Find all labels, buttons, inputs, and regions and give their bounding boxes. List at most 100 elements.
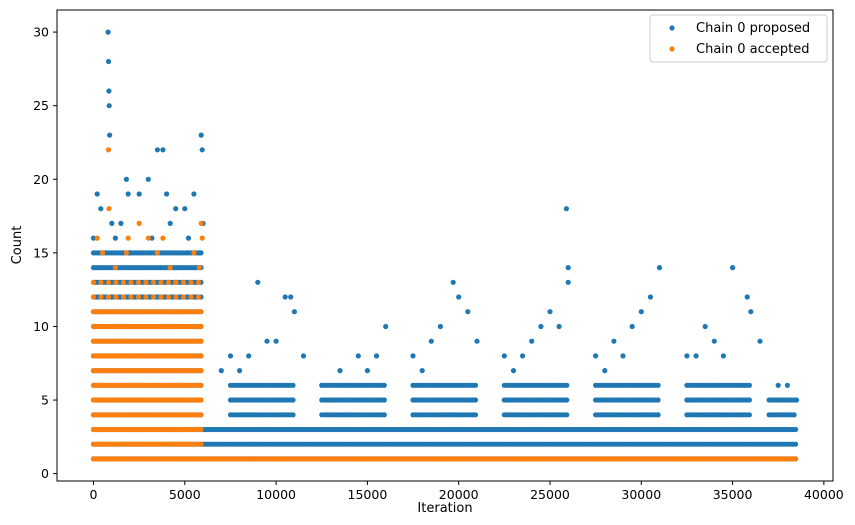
proposed-point [711,338,717,344]
accepted-point [180,279,187,285]
accepted-point [143,294,149,300]
proposed-point [246,353,252,359]
proposed-point [112,235,118,241]
proposed-point [94,191,100,197]
proposed-point [273,338,279,344]
proposed-point [775,382,781,388]
accepted-point [188,294,194,300]
accepted-point [198,309,204,315]
x-axis-ticks: 0 5000 10000 15000 20000 25000 30000 35000 40000 [90,481,844,502]
proposed-point [199,147,205,153]
proposed-point [730,265,736,271]
legend: Chain 0 proposed Chain 0 accepted [649,14,828,63]
accepted-point [128,279,134,285]
proposed-point [237,368,243,374]
proposed-point [748,309,754,315]
proposed-point [565,279,571,285]
proposed-point [106,103,112,109]
y-tick-label: 15 [33,245,49,260]
proposed-point [602,368,608,374]
accepted-point [90,294,97,300]
proposed-point [136,191,142,197]
x-tick-label: 15000 [348,487,388,502]
proposed-point [720,353,727,359]
accepted-point [191,250,197,256]
proposed-point [290,382,296,388]
accepted-point [165,294,172,300]
x-tick-label: 10000 [256,487,296,502]
proposed-point [118,220,124,226]
accepted-point [198,412,204,418]
accepted-point [173,279,179,285]
proposed-point [185,235,192,241]
proposed-point [693,353,699,359]
accepted-point [105,279,112,285]
proposed-point [684,353,690,359]
proposed-point [793,426,799,433]
proposed-point [629,323,635,330]
proposed-point [746,412,753,418]
accepted-point [793,456,799,462]
proposed-point [364,368,370,374]
proposed-point [167,220,173,226]
accepted-point [98,294,104,300]
proposed-point [472,382,479,388]
accepted-point [173,294,179,300]
proposed-point [346,382,352,388]
accepted-point [150,294,157,300]
proposed-point [746,397,753,403]
proposed-point [290,412,296,418]
x-tick-label: 0 [90,487,98,502]
proposed-point [145,176,151,182]
proposed-point [381,382,387,388]
proposed-point [791,412,797,418]
proposed-point [564,397,570,403]
proposed-point [383,323,389,330]
proposed-point [337,368,343,374]
proposed-point [198,132,204,138]
proposed-point [564,412,570,418]
proposed-point [196,250,202,256]
proposed-point [98,206,104,212]
proposed-point [173,206,179,212]
y-tick-label: 30 [33,25,49,40]
proposed-point [474,338,480,344]
proposed-point [127,250,133,256]
proposed-point [255,279,261,285]
accepted-point [198,338,204,344]
proposed-point [291,309,297,315]
accepted-series-points [90,147,799,462]
accepted-point [195,279,202,285]
proposed-point [381,412,387,418]
x-tick-label: 40000 [804,487,844,502]
accepted-point [198,382,204,388]
accepted-point [198,368,204,374]
proposed-point [90,235,97,241]
proposed-point [227,353,234,359]
proposed-point [450,279,456,285]
proposed-point [456,294,462,300]
y-tick-label: 10 [33,319,49,334]
proposed-point [105,58,112,65]
accepted-point [123,250,129,256]
proposed-point [355,353,361,359]
proposed-point [565,265,571,271]
proposed-point [638,309,644,315]
proposed-point [264,338,270,344]
proposed-point [472,397,479,403]
proposed-point [757,338,763,344]
proposed-point [107,132,113,138]
legend-box [649,14,828,63]
accepted-point [143,279,149,285]
x-tick-label: 5000 [169,487,201,502]
accepted-point [196,265,202,271]
accepted-point [160,235,166,241]
proposed-point [319,382,325,388]
proposed-point [373,353,380,359]
accepted-point [150,279,157,285]
proposed-point [793,441,799,447]
proposed-point [656,265,663,271]
proposed-point [593,353,599,359]
accepted-point [165,279,172,285]
proposed-point [520,353,526,359]
